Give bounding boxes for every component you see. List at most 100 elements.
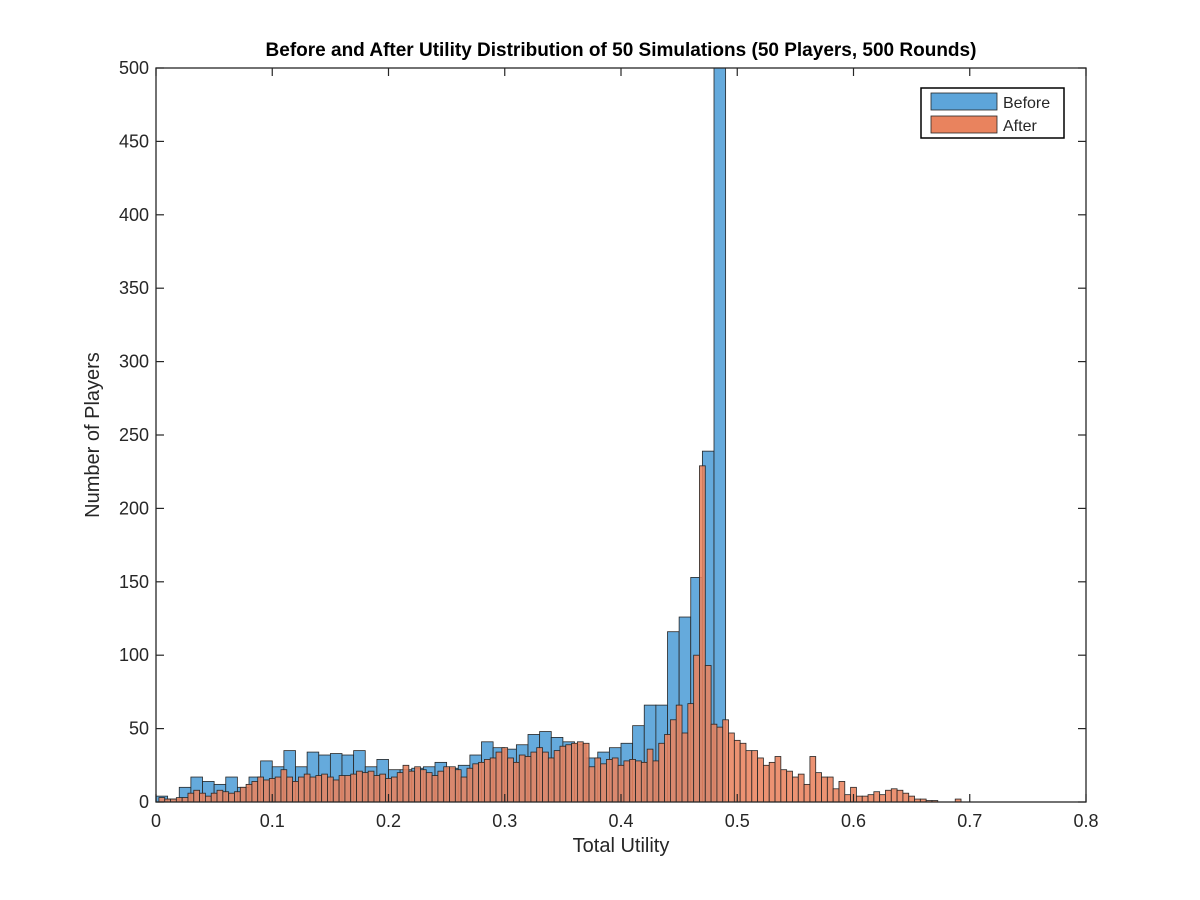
bar-after-60 bbox=[507, 757, 514, 803]
bar-after-34 bbox=[356, 770, 363, 803]
bar-after-128 bbox=[902, 792, 910, 803]
bar-after-36 bbox=[367, 770, 375, 803]
y-axis-label: Number of Players bbox=[82, 352, 104, 518]
bar-after-33 bbox=[350, 773, 357, 803]
bar-after-49 bbox=[443, 766, 450, 803]
bar-after-67 bbox=[547, 757, 555, 803]
bar-after-92 bbox=[693, 654, 700, 803]
x-tick-label: 0.3 bbox=[492, 811, 517, 831]
bar-after-25 bbox=[303, 773, 311, 803]
bar-after-6 bbox=[193, 789, 200, 803]
bar-after-80 bbox=[623, 760, 631, 803]
chart-title: Before and After Utility Distribution of… bbox=[266, 40, 977, 61]
bar-after-83 bbox=[640, 761, 648, 803]
bar-after-97 bbox=[722, 719, 729, 803]
bar-after-88 bbox=[670, 719, 677, 803]
bar-after-82 bbox=[635, 760, 642, 803]
bar-after-107 bbox=[780, 769, 788, 803]
bar-after-24 bbox=[298, 776, 305, 803]
x-axis: 0 0.1 0.2 0.3 0.4 0.5 0.6 0.7 0.8 bbox=[151, 68, 1099, 831]
y-tick-label: 100 bbox=[119, 645, 149, 665]
bar-after-51 bbox=[454, 769, 462, 803]
bar-after-11 bbox=[222, 791, 230, 803]
bar-after-77 bbox=[606, 759, 613, 803]
bar-after-102 bbox=[751, 750, 758, 803]
plot-area bbox=[156, 68, 1086, 802]
bar-after-65 bbox=[536, 747, 543, 803]
bar-after-70 bbox=[565, 744, 572, 803]
bar-after-73 bbox=[582, 742, 590, 803]
bar-after-45 bbox=[420, 769, 427, 803]
bar-after-96 bbox=[716, 726, 724, 803]
bar-after-63 bbox=[524, 756, 532, 803]
legend-label-after: After bbox=[1003, 118, 1037, 135]
bar-after-5 bbox=[187, 792, 195, 803]
bar-after-85 bbox=[652, 760, 660, 803]
bar-after-50 bbox=[449, 766, 456, 803]
bar-after-123 bbox=[873, 791, 881, 803]
bar-after-37 bbox=[373, 775, 381, 803]
bar-after-8 bbox=[205, 795, 212, 803]
bar-after-115 bbox=[826, 776, 834, 803]
bar-after-127 bbox=[896, 789, 904, 803]
bar-after-109 bbox=[792, 776, 799, 803]
legend-swatch-after bbox=[930, 115, 998, 134]
bar-after-74 bbox=[588, 766, 596, 803]
bar-after-94 bbox=[704, 665, 712, 803]
y-tick-label: 50 bbox=[129, 719, 149, 739]
x-tick-label: 0.5 bbox=[725, 811, 750, 831]
bar-after-22 bbox=[286, 776, 293, 803]
bar-after-110 bbox=[797, 773, 805, 803]
bar-after-113 bbox=[815, 772, 822, 803]
bar-after-9 bbox=[210, 792, 218, 803]
bar-after-104 bbox=[763, 764, 770, 803]
y-tick-label: 200 bbox=[119, 498, 149, 518]
bar-after-23 bbox=[292, 781, 299, 803]
y-tick-label: 150 bbox=[119, 572, 149, 592]
y-axis: 0 50 100 150 200 250 300 350 400 450 500 bbox=[119, 58, 1086, 812]
bar-after-75 bbox=[594, 757, 602, 803]
bar-after-105 bbox=[768, 761, 776, 803]
bar-after-27 bbox=[315, 775, 323, 803]
y-tick-label: 300 bbox=[119, 352, 149, 372]
bar-before-48 bbox=[713, 67, 727, 803]
bar-after-14 bbox=[239, 786, 247, 803]
bar-after-106 bbox=[774, 756, 782, 803]
bar-after-13 bbox=[234, 791, 241, 803]
legend-label-before: Before bbox=[1003, 95, 1050, 112]
bar-after-116 bbox=[832, 788, 840, 803]
bar-after-3 bbox=[175, 797, 183, 803]
bar-after-42 bbox=[402, 764, 410, 803]
bar-after-62 bbox=[518, 754, 526, 803]
bar-after-121 bbox=[861, 795, 869, 803]
bar-after-90 bbox=[681, 732, 689, 803]
bar-after-84 bbox=[646, 748, 654, 803]
bar-after-4 bbox=[181, 797, 189, 803]
bar-after-16 bbox=[251, 781, 259, 803]
bar-after-114 bbox=[821, 776, 828, 803]
y-tick-label: 250 bbox=[119, 425, 149, 445]
bar-after-76 bbox=[600, 763, 607, 803]
y-tick-label: 350 bbox=[119, 278, 149, 298]
bar-after-125 bbox=[885, 789, 892, 803]
bar-after-66 bbox=[542, 751, 549, 803]
bar-after-89 bbox=[675, 704, 683, 803]
bar-after-112 bbox=[809, 756, 817, 803]
bar-after-64 bbox=[530, 751, 538, 803]
bar-after-55 bbox=[478, 761, 485, 803]
bar-after-122 bbox=[867, 794, 875, 803]
y-tick-label: 400 bbox=[119, 205, 149, 225]
bar-after-118 bbox=[844, 794, 851, 803]
bar-after-46 bbox=[425, 772, 433, 803]
y-tick-label: 0 bbox=[139, 792, 149, 812]
bar-after-126 bbox=[890, 788, 898, 803]
bar-after-69 bbox=[559, 745, 567, 803]
bar-after-44 bbox=[414, 766, 421, 803]
bar-after-20 bbox=[274, 776, 282, 803]
bar-after-41 bbox=[396, 772, 404, 803]
bar-after-81 bbox=[629, 759, 636, 803]
bar-after-100 bbox=[739, 742, 747, 803]
bar-after-87 bbox=[664, 734, 671, 803]
y-tick-label: 450 bbox=[119, 131, 149, 151]
bar-after-38 bbox=[379, 773, 386, 803]
